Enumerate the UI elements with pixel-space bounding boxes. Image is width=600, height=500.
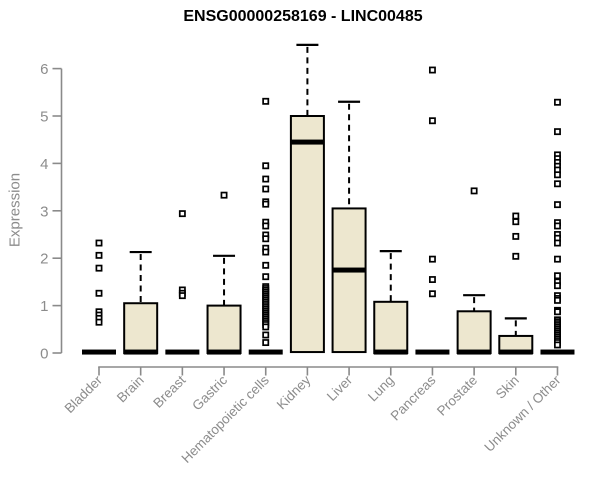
outlier-point bbox=[554, 171, 561, 179]
outlier-point bbox=[554, 239, 561, 247]
outlier-point bbox=[554, 282, 561, 290]
outlier-point bbox=[262, 175, 270, 183]
median-line bbox=[123, 349, 158, 355]
outlier-point bbox=[554, 296, 561, 304]
box bbox=[206, 304, 242, 355]
median-line bbox=[457, 349, 492, 355]
box bbox=[331, 207, 367, 354]
outlier-point bbox=[554, 255, 561, 263]
median-line bbox=[540, 349, 575, 355]
median-line bbox=[248, 349, 283, 355]
outlier-point bbox=[554, 222, 561, 230]
outlier-point bbox=[220, 191, 228, 199]
outlier-point bbox=[428, 276, 436, 283]
box bbox=[456, 310, 492, 354]
outlier-point bbox=[262, 200, 270, 208]
outlier-point bbox=[95, 289, 103, 297]
x-tick-label: Kidney bbox=[274, 372, 314, 412]
x-tick-label: Liver bbox=[324, 372, 356, 404]
outlier-point bbox=[262, 235, 270, 243]
median-line bbox=[332, 267, 367, 273]
outlier-point bbox=[262, 273, 270, 281]
x-tick-label: Brain bbox=[114, 373, 147, 406]
outlier-point bbox=[178, 292, 186, 300]
outlier-point bbox=[554, 272, 561, 280]
outlier-point bbox=[262, 261, 270, 269]
median-line bbox=[207, 349, 242, 355]
outlier-point bbox=[428, 290, 436, 298]
outlier-point bbox=[512, 212, 520, 220]
outlier-point bbox=[262, 323, 270, 331]
outlier-point bbox=[554, 98, 561, 106]
x-tick-label: Breast bbox=[150, 372, 188, 410]
x-tick-label: Pancreas bbox=[388, 372, 439, 423]
chart-title: ENSG00000258169 - LINC00485 bbox=[183, 8, 423, 25]
outlier-point bbox=[262, 185, 270, 193]
outlier-point bbox=[512, 218, 520, 226]
y-tick-label: 5 bbox=[40, 109, 48, 126]
outlier-point bbox=[428, 66, 436, 74]
median-line bbox=[498, 349, 533, 355]
outlier-point bbox=[554, 201, 561, 209]
outlier-point bbox=[178, 210, 186, 218]
box bbox=[289, 115, 325, 354]
outlier-point bbox=[95, 251, 103, 259]
outlier-point bbox=[554, 128, 561, 136]
median-line bbox=[82, 349, 116, 355]
outlier-point bbox=[262, 222, 270, 230]
outlier-point bbox=[262, 339, 270, 347]
x-tick-label: Gastric bbox=[189, 372, 230, 413]
outlier-point bbox=[554, 180, 561, 188]
outlier-point bbox=[95, 264, 103, 272]
y-tick-label: 3 bbox=[40, 203, 48, 220]
x-tick-label: Unknown / Other bbox=[481, 372, 564, 455]
outlier-point bbox=[95, 318, 103, 326]
x-tick-label: Skin bbox=[493, 373, 522, 402]
y-tick-label: 6 bbox=[40, 61, 48, 78]
outlier-point bbox=[262, 248, 270, 256]
x-tick-label: Lung bbox=[365, 373, 397, 405]
outlier-point bbox=[554, 341, 561, 349]
median-line bbox=[415, 349, 450, 355]
outlier-point bbox=[262, 97, 270, 105]
outlier-point bbox=[512, 252, 520, 260]
median-line bbox=[373, 349, 408, 355]
y-tick-label: 4 bbox=[40, 156, 48, 173]
outlier-point bbox=[470, 187, 478, 195]
outlier-point bbox=[554, 308, 561, 316]
y-tick-label: 1 bbox=[40, 298, 48, 315]
outlier-point bbox=[262, 162, 270, 170]
box bbox=[123, 302, 159, 355]
median-line bbox=[165, 349, 200, 355]
outlier-point bbox=[428, 117, 436, 125]
outlier-point bbox=[428, 255, 436, 263]
box bbox=[373, 300, 409, 355]
outlier-point bbox=[512, 232, 520, 240]
y-tick-label: 2 bbox=[40, 251, 48, 268]
outlier-point bbox=[262, 331, 270, 339]
median-line bbox=[290, 139, 325, 145]
x-tick-label: Prostate bbox=[434, 373, 480, 419]
x-tick-label: Bladder bbox=[62, 372, 106, 416]
y-tick-label: 0 bbox=[40, 346, 48, 363]
outlier-point bbox=[95, 239, 103, 247]
